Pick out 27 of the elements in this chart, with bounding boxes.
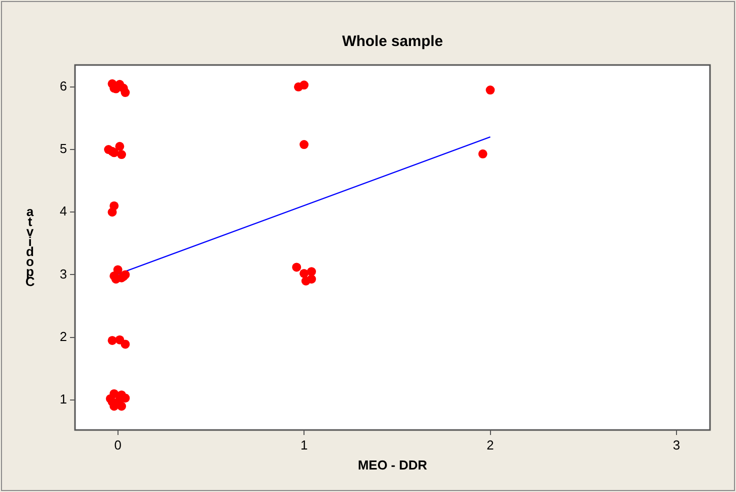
y-tick-label: 6: [60, 78, 67, 94]
point: [108, 397, 117, 406]
y-tick-label: 3: [60, 266, 67, 282]
point: [300, 140, 309, 150]
point: [486, 86, 495, 95]
x-tick-label: 0: [114, 437, 122, 452]
x-tick-label: 3: [672, 437, 680, 452]
point: [120, 340, 130, 349]
point: [306, 274, 316, 284]
point: [478, 149, 488, 158]
point: [300, 80, 309, 90]
point: [292, 262, 302, 272]
point: [117, 150, 126, 160]
point: [306, 267, 316, 276]
y-tick-label: 2: [60, 328, 67, 344]
y-tick-label: 5: [60, 141, 67, 156]
x-tick-label: 2: [486, 437, 494, 452]
y-tick-label: 4: [60, 204, 67, 219]
point: [108, 208, 117, 217]
point: [120, 88, 130, 98]
point: [108, 336, 117, 345]
chart-title: Whole sample: [342, 33, 443, 50]
y-tick-label: 1: [60, 392, 67, 407]
point: [115, 142, 124, 151]
y-axis-title: atvidopC: [25, 204, 36, 290]
x-tick-label: 1: [300, 437, 308, 452]
x-axis-title: MEO - DDR: [358, 458, 428, 473]
